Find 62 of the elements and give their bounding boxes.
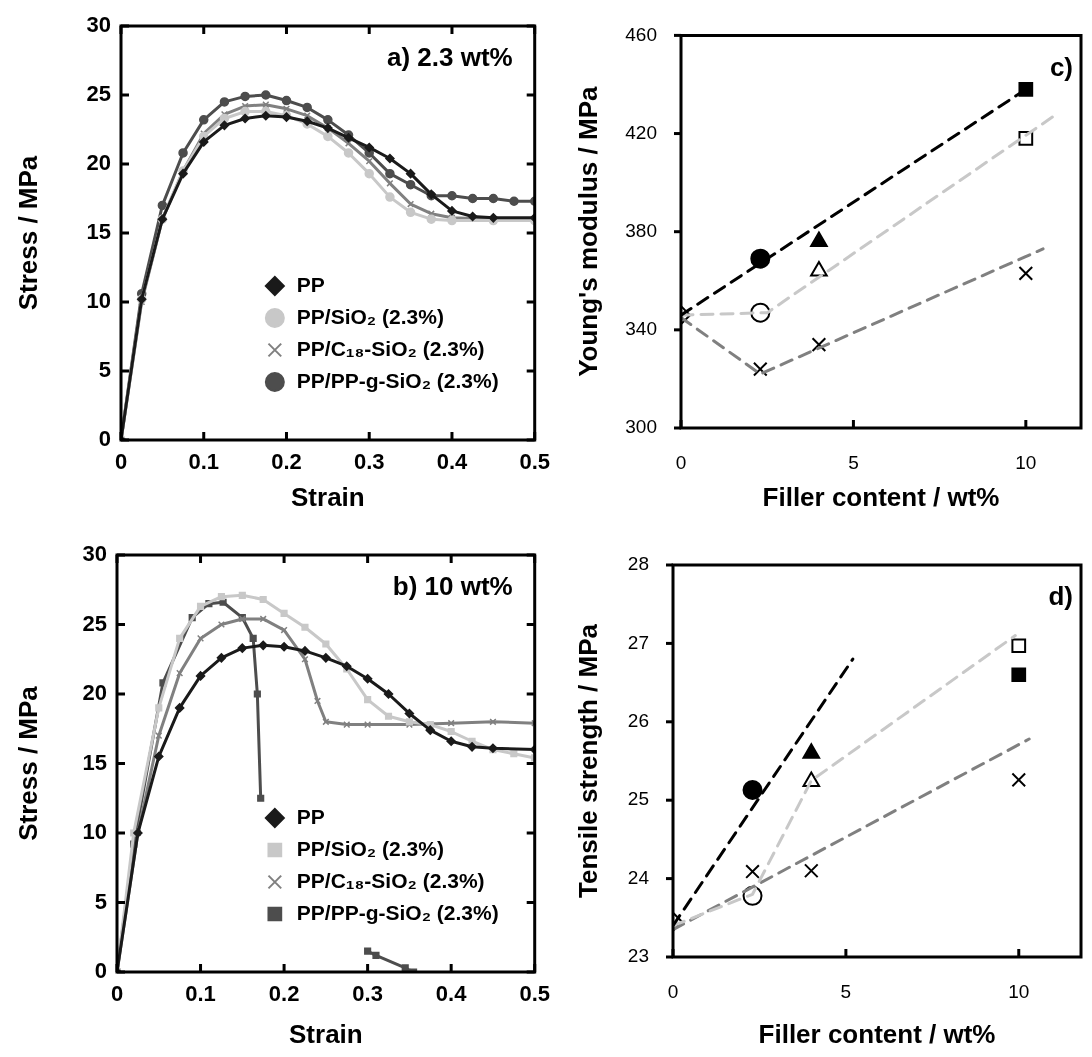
x-tick-label: 5 (840, 980, 852, 1002)
y-tick-label: 0 (98, 426, 111, 452)
y-axis-title: Young's modulus / MPa (572, 86, 603, 377)
y-tick-label: 380 (625, 219, 657, 241)
y-axis-title: Tensile strength / MPa (572, 623, 603, 899)
legend-label: PP/SiO₂ (2.3%) (296, 836, 444, 860)
x-axis-title: Strain (291, 481, 365, 512)
y-tick-label: 340 (625, 318, 657, 340)
y-tick-label: 420 (625, 121, 657, 143)
y-tick-label: 15 (86, 219, 111, 245)
annotation: d) (1048, 581, 1073, 612)
y-axis-title: Stress / MPa (12, 685, 43, 841)
y-tick-label: 20 (86, 150, 111, 176)
y-tick-label: 27 (627, 631, 649, 653)
y-tick-label: 28 (627, 553, 649, 575)
x-tick-label: 10 (1015, 451, 1037, 473)
x-tick-label: 0 (114, 449, 128, 475)
x-tick-label: 0.5 (519, 981, 551, 1007)
y-tick-label: 26 (627, 710, 649, 732)
legend-label: PP (296, 272, 325, 296)
y-tick-label: 5 (94, 888, 107, 914)
legend-label: PP/PP-g-SiO₂ (2.3%) (296, 368, 499, 392)
x-tick-label: 0.5 (519, 449, 551, 475)
x-axis-title: Filler content / wt% (758, 1018, 996, 1049)
x-tick-label: 10 (1008, 980, 1030, 1002)
x-tick-label: 5 (848, 451, 859, 473)
x-axis-title: Filler content / wt% (762, 481, 1000, 512)
annotation: b) 10 wt% (392, 571, 513, 602)
x-tick-label: 0.1 (185, 981, 216, 1007)
legend-label: PP/PP-g-SiO₂ (2.3%) (296, 900, 499, 924)
annotation: a) 2.3 wt% (386, 42, 513, 73)
y-tick-label: 30 (86, 12, 111, 38)
y-tick-label: 0 (94, 958, 107, 984)
y-tick-label: 460 (625, 23, 657, 45)
legend-label: PP (296, 804, 325, 828)
legend-label: PP/C₁₈-SiO₂ (2.3%) (296, 868, 485, 892)
y-tick-label: 25 (627, 788, 649, 810)
x-tick-label: 0.4 (435, 981, 468, 1007)
x-tick-label: 0.1 (188, 449, 220, 475)
legend-label: PP/SiO₂ (2.3%) (296, 304, 444, 328)
y-tick-label: 5 (98, 357, 111, 383)
x-tick-label: 0 (675, 451, 687, 473)
x-tick-label: 0.4 (436, 449, 469, 475)
x-tick-label: 0.3 (353, 449, 385, 475)
y-tick-label: 30 (82, 541, 107, 567)
legend-label: PP/C₁₈-SiO₂ (2.3%) (296, 336, 485, 360)
x-axis-title: Strain (289, 1018, 363, 1049)
x-tick-label: 0.2 (268, 981, 300, 1007)
x-tick-label: 0 (667, 980, 679, 1002)
y-tick-label: 10 (82, 819, 107, 845)
y-tick-label: 25 (82, 610, 107, 636)
y-tick-label: 24 (627, 866, 650, 888)
y-tick-label: 300 (625, 416, 657, 438)
x-tick-label: 0.3 (352, 981, 383, 1007)
y-tick-label: 10 (86, 288, 111, 314)
x-tick-label: 0.2 (271, 449, 302, 475)
annotation: c) (1049, 51, 1073, 82)
y-axis-title: Stress / MPa (12, 155, 43, 311)
y-tick-label: 20 (82, 680, 107, 706)
y-tick-label: 23 (627, 945, 649, 967)
y-tick-label: 25 (86, 81, 111, 107)
y-tick-label: 15 (82, 749, 107, 775)
